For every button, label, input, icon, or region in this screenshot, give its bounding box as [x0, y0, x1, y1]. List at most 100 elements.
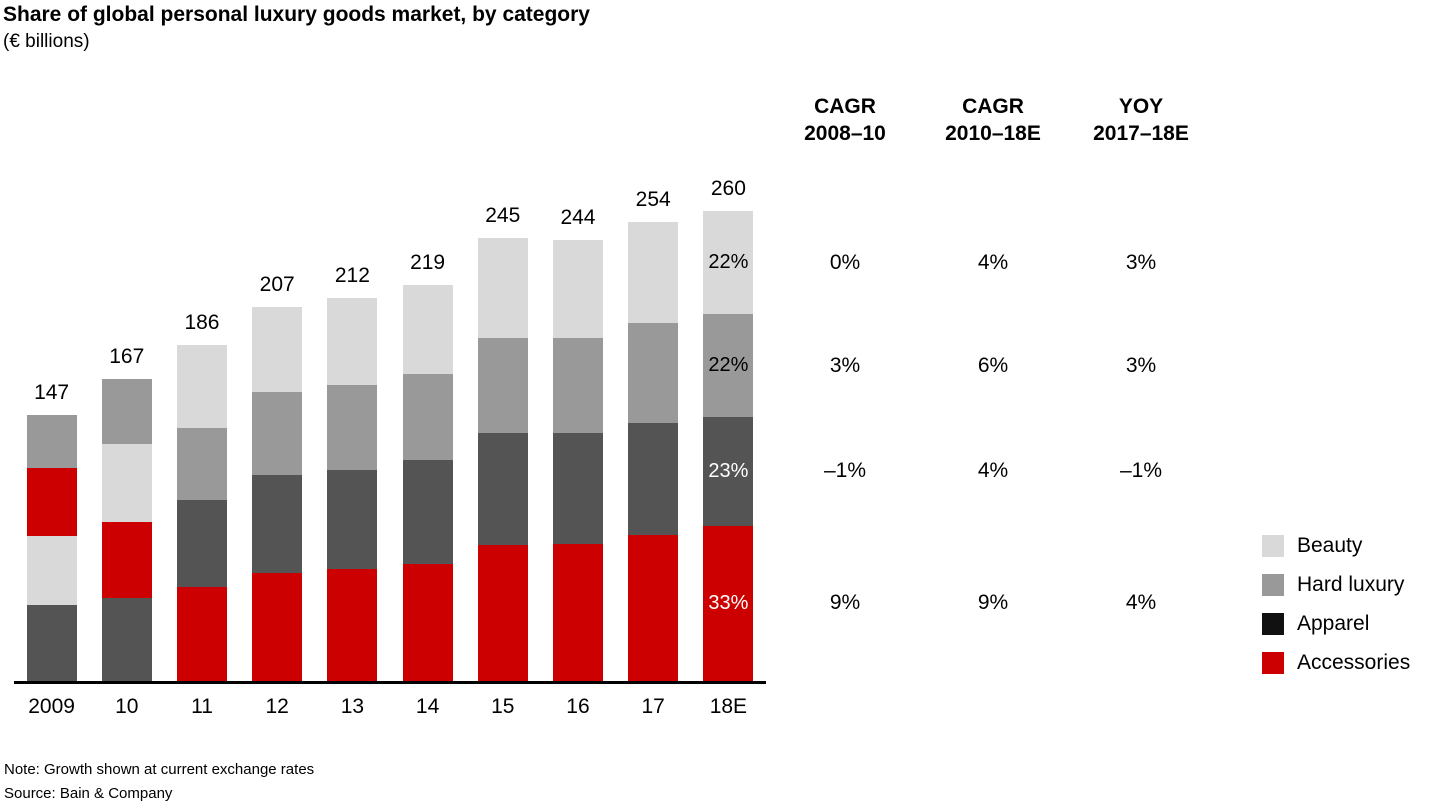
bar-total-label: 186: [184, 310, 220, 334]
bar-16: [552, 239, 603, 681]
segment-apparel-12: [252, 474, 303, 573]
source-text: Source: Bain & Company: [4, 785, 173, 802]
segment-accessories-14: [402, 563, 453, 681]
growth-value: 3%: [1125, 250, 1157, 274]
bar-total-label: 244: [560, 205, 596, 229]
growth-table-header-line2: 2008–10: [804, 122, 886, 145]
segment-accessories-13: [327, 568, 378, 681]
bar-group-17: 254 17: [616, 188, 691, 718]
segment-apparel-14: [402, 460, 453, 564]
bar-group-2009: 147 2009: [14, 211, 89, 718]
growth-table-header: CAGR 2008–10: [771, 93, 919, 147]
x-axis-label: 13: [340, 695, 365, 718]
segment-accessories-16: [552, 543, 603, 681]
legend-label: Accessories: [1297, 650, 1411, 674]
bar-total-label: 212: [334, 263, 370, 287]
growth-value: 9%: [977, 591, 1009, 615]
segment-accessories-11: [176, 587, 227, 681]
growth-table-headers: CAGR 2008–10 CAGR 2010–18E YOY 2017–18E: [771, 93, 1215, 147]
x-axis-label: 2009: [28, 695, 75, 718]
segment-apparel-10: [101, 597, 152, 681]
legend-item-accessories: Accessories: [1262, 643, 1410, 682]
bar-total-label: 245: [485, 204, 521, 228]
segment-apparel-17: [628, 422, 679, 535]
bar-14: [402, 285, 453, 681]
bar-total-label: 167: [109, 345, 145, 369]
growth-value: 3%: [829, 353, 861, 377]
growth-table: CAGR 2008–10 CAGR 2010–18E YOY 2017–18E 0% 4% 3…: [771, 0, 1215, 810]
bar-2009: [26, 415, 77, 681]
legend-swatch: [1262, 534, 1284, 557]
bar-total-label: 254: [635, 187, 671, 211]
segment-hard_luxury-14: [402, 373, 453, 461]
growth-value: 4%: [977, 250, 1009, 274]
growth-table-header-line1: YOY: [1118, 95, 1164, 118]
segment-accessories-17: [628, 534, 679, 681]
segment-hard_luxury-13: [327, 384, 378, 470]
bar-18E: 33% 23% 22% 22%: [703, 211, 754, 681]
growth-value: 9%: [829, 591, 861, 615]
growth-table-header-line2: 2010–18E: [945, 122, 1041, 145]
growth-value: 3%: [1125, 353, 1157, 377]
bar-total-label: 147: [34, 381, 70, 405]
bar-12: [252, 306, 303, 681]
segment-hard_luxury-11: [176, 427, 227, 501]
x-axis-label: 10: [115, 695, 139, 718]
growth-value: –1%: [823, 459, 867, 483]
segment-apparel-15: [477, 433, 528, 546]
bar-total-label: 219: [410, 251, 446, 275]
segment-apparel-13: [327, 469, 378, 569]
legend-item-beauty: Beauty: [1262, 526, 1410, 565]
growth-value: 0%: [829, 250, 861, 274]
bar-group-11: 186 11: [164, 211, 239, 718]
segment-apparel-11: [176, 500, 227, 587]
legend-swatch: [1262, 612, 1284, 635]
segment-hard_luxury-16: [552, 337, 603, 434]
legend-label: Hard luxury: [1297, 572, 1405, 596]
legend-label: Beauty: [1297, 533, 1363, 557]
segment-hard_luxury-10: [101, 379, 152, 445]
x-axis-label: 11: [191, 695, 213, 718]
x-axis-label: 12: [265, 695, 289, 718]
growth-table-header-line1: CAGR: [814, 95, 876, 118]
chart-subtitle: (€ billions): [3, 31, 90, 52]
legend-item-apparel: Apparel: [1262, 604, 1410, 643]
stacked-bar-chart: 147 2009 167 10 186 11 207 12 212 13 219 14 245 15 244…: [14, 177, 766, 718]
growth-table-header-line1: CAGR: [962, 95, 1024, 118]
growth-row-hard-luxury: 3% 6% 3%: [771, 353, 1215, 379]
segment-beauty-10: [101, 444, 152, 522]
segment-accessories-12: [252, 572, 303, 681]
growth-value: 4%: [977, 459, 1009, 483]
bar-group-10: 167 10: [89, 211, 164, 718]
segment-apparel-16: [552, 433, 603, 544]
segment-beauty-17: [628, 221, 679, 324]
growth-table-header: CAGR 2010–18E: [919, 93, 1067, 147]
bar-15: [477, 238, 528, 681]
x-axis-line: [14, 681, 766, 684]
x-axis-label: 17: [641, 695, 665, 718]
growth-table-header-line2: 2017–18E: [1093, 122, 1189, 145]
segment-beauty-15: [477, 238, 528, 338]
growth-table-header: YOY 2017–18E: [1067, 93, 1215, 147]
segment-accessories-15: [477, 545, 528, 681]
segment-beauty-14: [402, 285, 453, 374]
bar-group-18E: 33% 23% 22% 22% 260 18E: [691, 177, 766, 718]
bar-total-label: 260: [710, 177, 746, 200]
bar-group-16: 244 16: [540, 206, 615, 718]
bar-10: [101, 379, 152, 681]
segment-apparel-18E: 23%: [703, 417, 754, 526]
bar-group-15: 245 15: [465, 204, 540, 718]
bar-group-12: 207 12: [240, 211, 315, 718]
growth-value: –1%: [1119, 459, 1163, 483]
bar-group-13: 212 13: [315, 211, 390, 718]
legend-swatch: [1262, 651, 1284, 674]
segment-accessories-2009: [26, 467, 77, 537]
x-axis-label: 14: [415, 695, 440, 718]
segment-hard_luxury-2009: [26, 415, 77, 468]
segment-hard_luxury-17: [628, 323, 679, 423]
growth-row-apparel: –1% 4% –1%: [771, 458, 1215, 484]
segment-accessories-10: [101, 521, 152, 598]
note-text: Note: Growth shown at current exchange r…: [4, 761, 315, 778]
legend: Beauty Hard luxury Apparel Accessories: [1262, 526, 1410, 682]
